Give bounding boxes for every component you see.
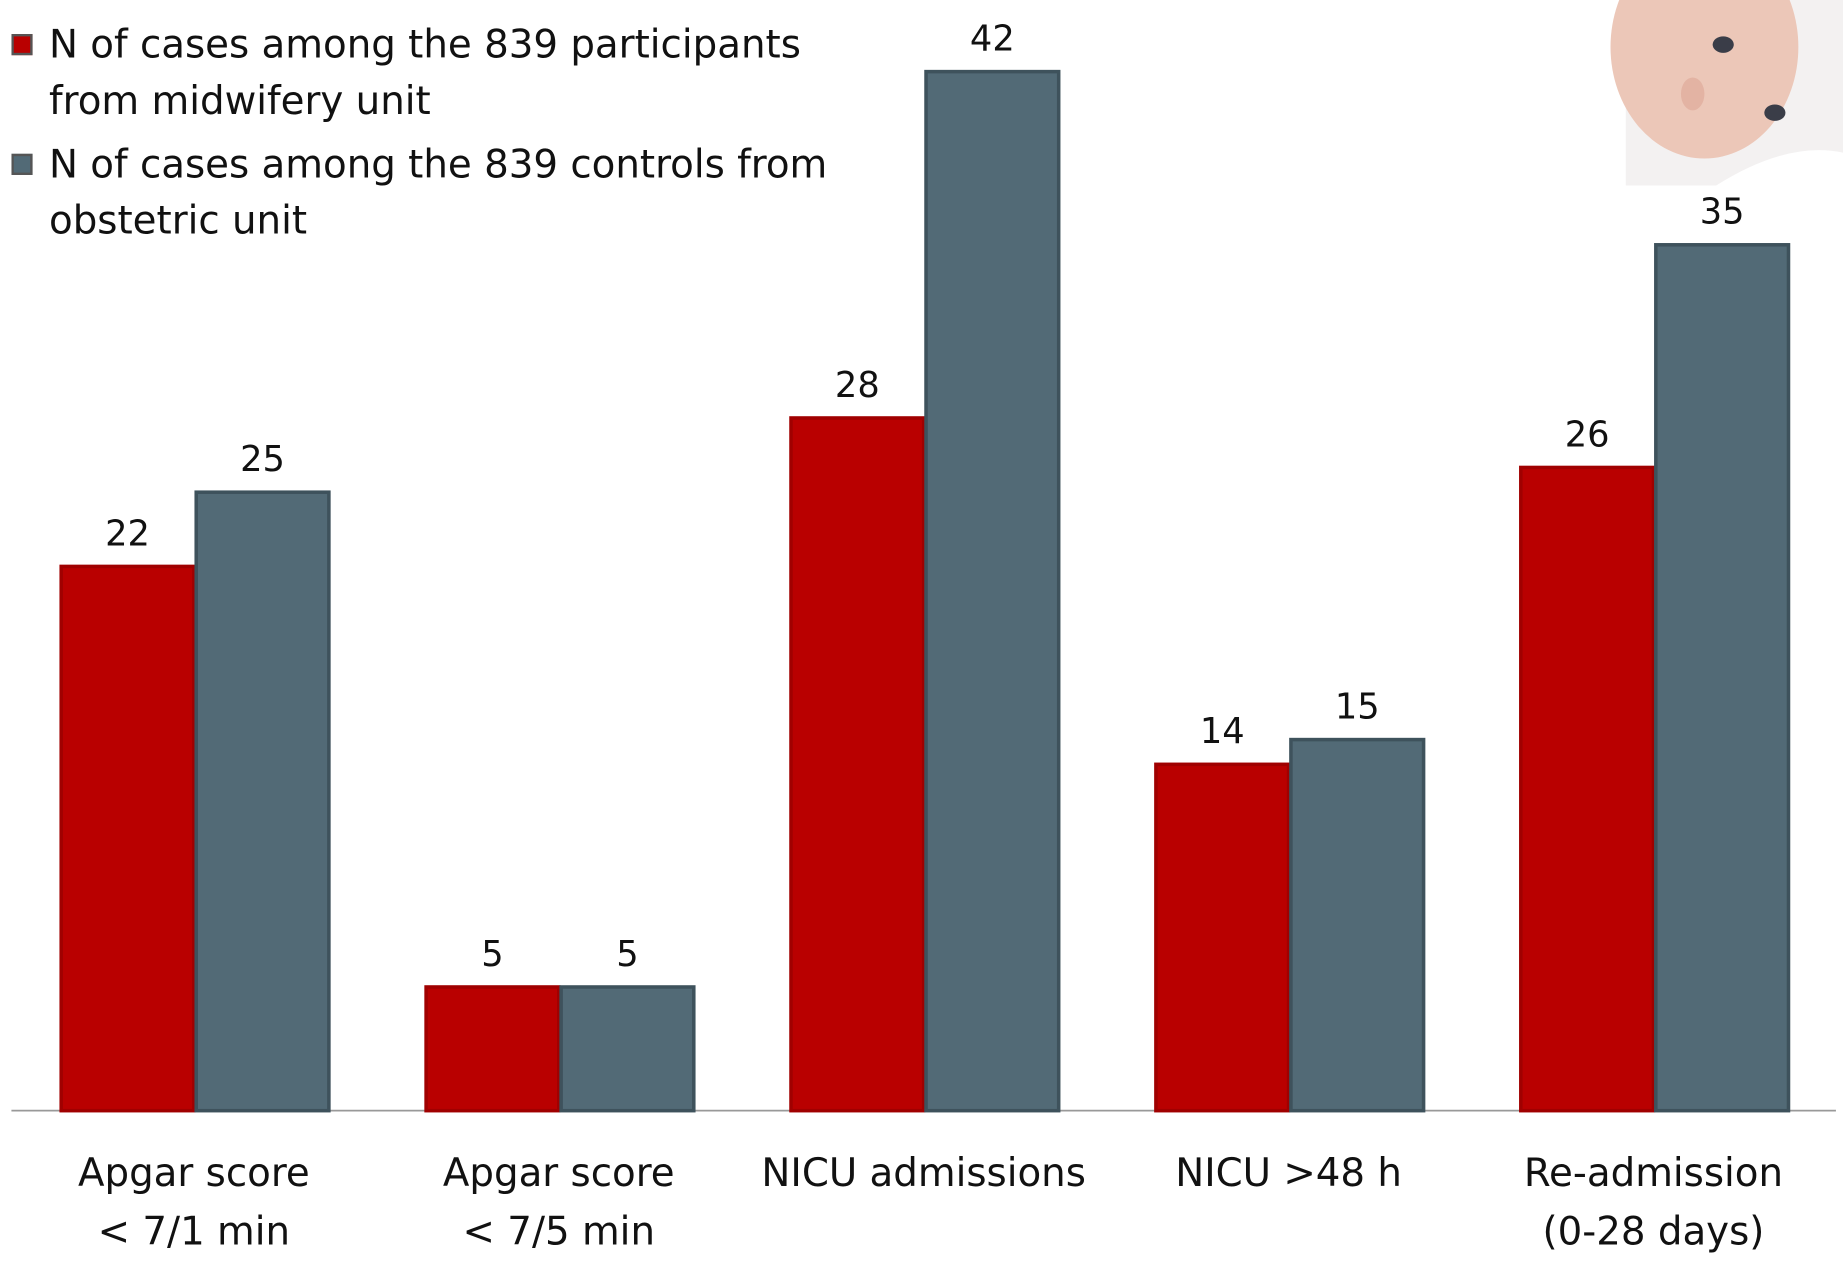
x-tick-label: NICU admissions <box>761 1151 1085 1196</box>
value-label: 5 <box>481 934 503 975</box>
value-label: 25 <box>240 439 285 480</box>
legend-label: N of cases among the 839 controls from o… <box>48 140 828 244</box>
bar <box>789 416 926 1113</box>
baby-photo <box>1610 0 1843 186</box>
value-label: 35 <box>1700 192 1745 233</box>
value-label: 28 <box>835 365 880 406</box>
value-label: 5 <box>616 934 638 975</box>
bar <box>1289 737 1426 1113</box>
legend-box: N of cases among the 839 participants fr… <box>11 16 856 248</box>
legend: N of cases among the 839 participants fr… <box>11 16 856 248</box>
value-label: 22 <box>105 513 150 554</box>
legend-label: N of cases among the 839 participants fr… <box>48 21 801 124</box>
x-tick-label: Re-admission (0-28 days) <box>1524 1151 1783 1255</box>
bar <box>1519 465 1656 1113</box>
value-label: 26 <box>1565 414 1610 455</box>
bar <box>424 985 561 1113</box>
legend-entry: N of cases among the 839 participants fr… <box>11 16 856 129</box>
value-label: 14 <box>1200 711 1245 752</box>
legend-swatch <box>11 153 33 175</box>
bar <box>194 490 331 1113</box>
x-tick-label: Apgar score < 7/1 min <box>78 1151 310 1255</box>
bar <box>559 985 696 1113</box>
legend-swatch <box>11 34 33 56</box>
bar <box>924 69 1061 1113</box>
bar <box>1154 762 1291 1113</box>
value-label: 42 <box>970 18 1015 59</box>
x-tick-label: Apgar score < 7/5 min <box>443 1151 675 1255</box>
legend-entry: N of cases among the 839 controls from o… <box>11 136 856 249</box>
bar <box>59 564 196 1113</box>
x-tick-label: NICU >48 h <box>1175 1151 1402 1196</box>
bar <box>1654 243 1791 1113</box>
value-label: 15 <box>1335 686 1380 727</box>
